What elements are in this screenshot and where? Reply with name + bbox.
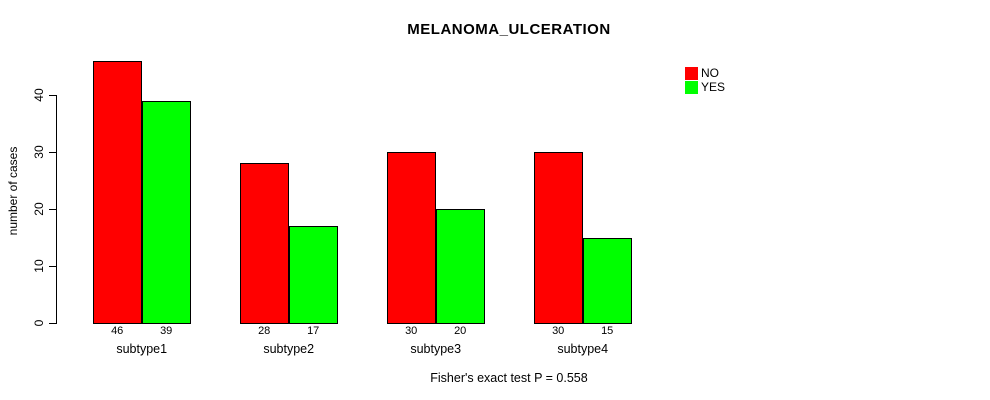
y-tick-label: 10 xyxy=(32,259,46,273)
bar-value-label: 28 xyxy=(258,325,271,337)
y-tick-mark xyxy=(49,323,57,324)
y-tick-label: 40 xyxy=(32,88,46,102)
bar-subtype1-no xyxy=(92,61,142,324)
category-label-subtype4: subtype4 xyxy=(557,342,609,356)
bar-subtype4-yes xyxy=(582,238,632,324)
bar-value-label: 17 xyxy=(307,325,320,337)
legend-swatch-yes xyxy=(685,81,698,94)
bar-value-label: 30 xyxy=(552,325,565,337)
y-tick-mark xyxy=(49,152,57,153)
bar-value-label: 15 xyxy=(601,325,614,337)
y-tick-label: 0 xyxy=(32,319,46,327)
y-tick-label: 20 xyxy=(32,202,46,216)
category-label-subtype3: subtype3 xyxy=(410,342,462,356)
bar-subtype2-no xyxy=(239,163,289,324)
legend-swatch-no xyxy=(685,67,698,80)
legend: NO YES xyxy=(685,67,725,94)
bar-subtype2-yes xyxy=(288,226,338,324)
y-tick-mark xyxy=(49,266,57,267)
bar-value-label: 39 xyxy=(160,325,173,337)
legend-label-no: NO xyxy=(701,66,719,80)
bar-subtype3-no xyxy=(386,152,436,324)
y-tick-mark xyxy=(49,209,57,210)
bar-value-label: 20 xyxy=(454,325,467,337)
legend-item-yes: YES xyxy=(685,81,725,94)
bar-subtype1-yes xyxy=(141,101,191,324)
stat-test-caption: Fisher's exact test P = 0.558 xyxy=(430,371,588,385)
bar-subtype3-yes xyxy=(435,209,485,324)
legend-item-no: NO xyxy=(685,67,725,80)
y-axis-label: number of cases xyxy=(6,146,20,236)
legend-label-yes: YES xyxy=(701,80,726,94)
chart-title: MELANOMA_ULCERATION xyxy=(407,21,611,38)
category-label-subtype2: subtype2 xyxy=(263,342,315,356)
bar-value-label: 46 xyxy=(111,325,124,337)
y-tick-mark xyxy=(49,95,57,96)
bar-value-label: 30 xyxy=(405,325,418,337)
y-tick-label: 30 xyxy=(32,145,46,159)
bar-subtype4-no xyxy=(533,152,583,324)
category-label-subtype1: subtype1 xyxy=(116,342,168,356)
